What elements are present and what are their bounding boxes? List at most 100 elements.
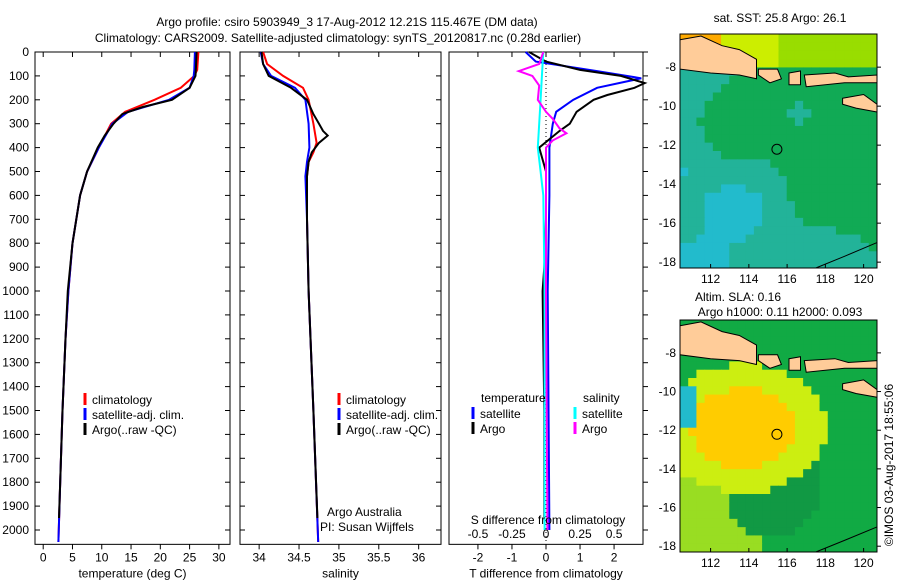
map-cell: [786, 510, 796, 520]
map-cell: [852, 427, 862, 437]
y-tick-label: 1900: [2, 499, 29, 513]
legend-label: Argo(..raw -QC): [92, 423, 177, 437]
map-cell: [835, 502, 845, 512]
map-cell: [729, 259, 738, 269]
map-cell: [852, 184, 862, 194]
map-cell: [688, 369, 697, 379]
map-cell: [835, 251, 845, 261]
map-cell: [778, 361, 788, 371]
map-cell: [745, 142, 755, 152]
map-cell: [835, 151, 845, 160]
map-cell: [721, 117, 730, 127]
map-cell: [712, 361, 722, 371]
y-tick-label: 2000: [2, 523, 29, 537]
map-cell: [803, 419, 812, 429]
map-cell: [770, 151, 779, 160]
map-cell: [852, 217, 862, 227]
map-cell: [794, 469, 804, 478]
map-cell: [696, 485, 706, 495]
map-cell: [811, 151, 821, 160]
map-cell: [745, 460, 755, 470]
map-cell: [835, 328, 845, 338]
y-tick-label: -10: [659, 385, 677, 399]
x2-tick-label: 0: [543, 527, 550, 541]
map-cell: [753, 134, 763, 144]
map-cell: [704, 460, 714, 470]
map-cell: [762, 427, 771, 437]
map-cell: [770, 510, 779, 520]
map-cell: [688, 142, 697, 152]
map-cell: [737, 452, 747, 462]
x-tick-label: 10: [95, 550, 109, 564]
map-cell: [704, 469, 714, 478]
map-cell: [712, 452, 722, 462]
map-cell: [786, 217, 796, 227]
map-cell: [762, 125, 771, 135]
map-cell: [811, 142, 821, 152]
map-cell: [745, 452, 755, 462]
map-cell: [786, 460, 796, 470]
map-cell: [770, 50, 779, 60]
map-cell: [786, 386, 796, 396]
map-cell: [860, 328, 870, 338]
map-cell: [729, 543, 738, 553]
y-tick-label: 900: [9, 260, 29, 274]
map-cell: [811, 344, 821, 354]
map-cell: [811, 34, 821, 43]
map-cell: [721, 259, 730, 269]
map-cell: [712, 226, 722, 236]
map-cell: [868, 151, 878, 160]
map-cell: [770, 125, 779, 135]
map-cell: [770, 142, 779, 152]
map-cell: [803, 50, 812, 60]
map-cell: [778, 251, 788, 261]
map-cell: [704, 217, 714, 227]
map-cell: [844, 460, 853, 470]
map-cell: [753, 242, 763, 252]
map-cell: [745, 209, 755, 219]
map-cell: [680, 159, 689, 169]
map-cell: [819, 100, 829, 110]
map-cell: [844, 527, 853, 536]
map-cell: [712, 378, 722, 387]
map-cell: [835, 192, 845, 202]
map-cell: [680, 226, 689, 236]
map-cell: [778, 369, 788, 379]
map-cell: [803, 242, 812, 252]
map-cell: [688, 226, 697, 236]
map-cell: [696, 251, 706, 261]
map-cell: [860, 543, 870, 553]
map-cell: [770, 419, 779, 429]
map-cell: [688, 378, 697, 387]
map-cell: [745, 494, 755, 503]
map-cell: [844, 485, 853, 495]
map-cell: [704, 142, 714, 152]
map-cell: [745, 84, 755, 93]
map-cell: [745, 176, 755, 185]
map-cell: [737, 142, 747, 152]
y-tick-label: -12: [659, 423, 677, 437]
map-cell: [704, 361, 714, 371]
map-cell: [688, 543, 697, 553]
map-cell: [778, 59, 788, 68]
map-cell: [712, 518, 722, 528]
map-cell: [811, 436, 821, 445]
map-cell: [753, 159, 763, 169]
map-cell: [794, 527, 804, 536]
map-cell: [835, 42, 845, 52]
map-cell: [778, 217, 788, 227]
map-cell: [835, 460, 845, 470]
map-cell: [688, 251, 697, 261]
map-cell: [712, 320, 722, 329]
map-cell: [762, 59, 771, 68]
map-cell: [852, 328, 862, 338]
map-cell: [835, 485, 845, 495]
map-cell: [696, 234, 706, 244]
map-cell: [745, 259, 755, 269]
map-cell: [827, 167, 837, 177]
legend-label: Argo: [582, 422, 608, 436]
map-cell: [704, 394, 714, 404]
map-cell: [827, 67, 837, 77]
map-cell: [770, 477, 779, 487]
map-cell: [696, 184, 706, 194]
